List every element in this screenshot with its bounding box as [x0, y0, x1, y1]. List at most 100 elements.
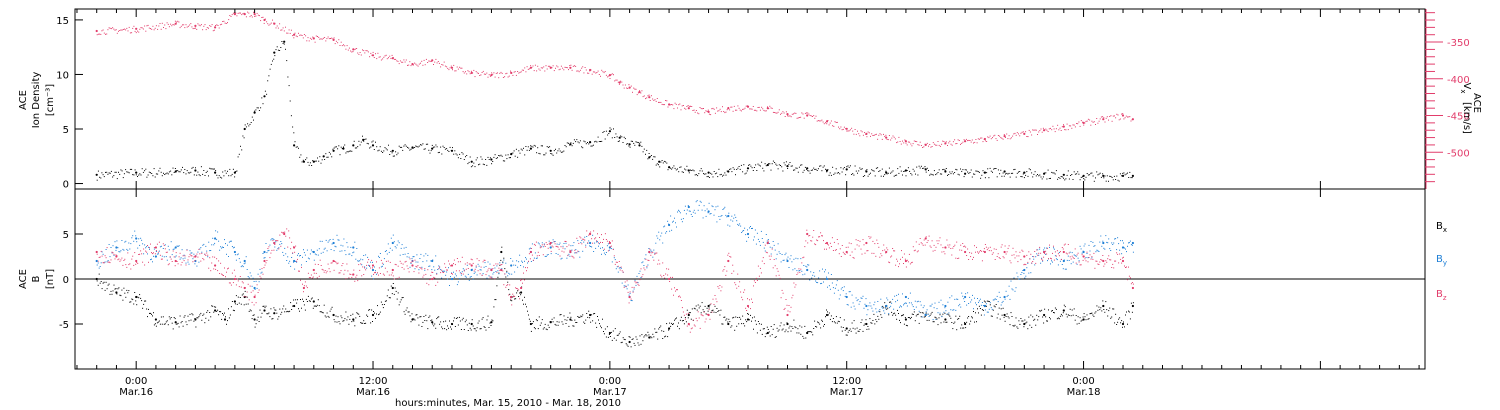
by-series-dot	[117, 247, 119, 249]
velocity-x-series-dot	[500, 71, 502, 73]
ion-density-series-dot	[492, 161, 494, 162]
bz-series-dot	[531, 254, 533, 256]
velocity-x-series-dot	[447, 67, 449, 69]
by-series-dot	[721, 215, 723, 216]
bz-series-dot	[575, 252, 577, 254]
by-series-dot	[98, 267, 100, 269]
bx-series-dot	[760, 323, 762, 325]
by-series-dot	[900, 305, 901, 307]
velocity-x-series-dot	[988, 137, 990, 139]
velocity-x-series-dot	[544, 70, 546, 72]
velocity-x-series-dot	[183, 24, 185, 26]
ion-density-series-dot	[922, 167, 924, 169]
top-right-label-units: [km/s]	[1461, 102, 1472, 134]
velocity-x-series-dot	[228, 19, 230, 21]
ion-density-series-dot	[114, 171, 116, 173]
by-series-dot	[119, 251, 121, 253]
by-series-dot	[515, 264, 517, 266]
by-series-dot	[348, 253, 350, 255]
by-series-dot	[174, 256, 176, 258]
velocity-x-series-dot	[1092, 121, 1094, 123]
velocity-x-series-dot	[857, 130, 858, 132]
by-series-dot	[96, 264, 98, 266]
bx-series-dot	[160, 316, 162, 318]
by-series-dot	[400, 247, 402, 249]
bz-series-dot	[740, 291, 742, 293]
ion-density-series-dot	[970, 169, 972, 171]
bx-series-dot	[386, 295, 388, 297]
bx-series-dot	[713, 311, 715, 313]
bx-series-dot	[973, 311, 974, 312]
velocity-x-series-dot	[632, 91, 633, 93]
bx-series-dot	[815, 326, 817, 327]
velocity-x-series-dot	[164, 24, 166, 26]
bx-series-dot	[282, 308, 284, 310]
bx-series-dot	[955, 315, 957, 317]
bz-series-dot	[528, 260, 529, 262]
velocity-x-series-dot	[289, 32, 291, 34]
bz-series-dot	[675, 290, 676, 292]
bz-series-dot	[206, 252, 208, 254]
by-series-dot	[442, 270, 444, 272]
bx-series-dot	[754, 320, 756, 322]
ion-density-series-dot	[622, 142, 624, 143]
velocity-x-series-dot	[314, 41, 316, 43]
ion-density-series-dot	[874, 175, 876, 177]
by-series-dot	[716, 221, 718, 223]
ion-density-series-dot	[301, 161, 303, 163]
bx-series-dot	[1057, 317, 1059, 319]
ion-density-series-dot	[383, 150, 385, 152]
ion-density-series-dot	[183, 172, 185, 174]
velocity-x-series-dot	[236, 15, 238, 17]
ion-density-series-dot	[730, 168, 732, 170]
bz-series-dot	[476, 258, 478, 260]
bz-series-dot	[805, 240, 807, 242]
ion-density-series-dot	[277, 49, 279, 51]
by-series-dot	[541, 242, 543, 244]
bx-series-dot	[1088, 318, 1090, 320]
by-series-dot	[963, 298, 965, 300]
by-series-dot	[693, 209, 695, 211]
bz-series-dot	[773, 259, 775, 260]
bx-series-dot	[455, 318, 457, 319]
by-series-dot	[299, 255, 300, 257]
ion-density-series-dot	[778, 164, 780, 166]
bx-series-dot	[336, 321, 338, 323]
velocity-x-series-dot	[1074, 126, 1076, 128]
bz-series-dot	[122, 264, 124, 266]
bx-series-dot	[141, 300, 143, 302]
velocity-x-series-dot	[707, 109, 709, 111]
bz-series-dot	[605, 239, 607, 240]
by-series-dot	[645, 254, 647, 256]
bx-series-dot	[1093, 315, 1095, 317]
by-series-dot	[213, 244, 215, 246]
bx-series-point	[391, 286, 394, 290]
bz-series-dot	[706, 313, 708, 315]
bz-series-dot	[377, 272, 378, 274]
bx-series-dot	[854, 328, 856, 330]
bx-series-dot	[176, 323, 178, 325]
by-series-dot	[388, 251, 390, 253]
bx-series-dot	[327, 315, 329, 317]
bx-series-dot	[124, 292, 126, 294]
velocity-x-series-dot	[425, 58, 427, 60]
velocity-x-series-dot	[714, 112, 716, 114]
bx-series-dot	[662, 338, 664, 339]
bx-series-dot	[516, 292, 518, 294]
ion-density-series-dot	[589, 142, 591, 144]
bx-series-dot	[480, 328, 482, 330]
velocity-x-series-dot	[769, 105, 771, 107]
bx-series-dot	[590, 321, 592, 323]
velocity-x-series-point	[885, 136, 888, 139]
bz-series-dot	[593, 230, 595, 232]
velocity-x-series-dot	[595, 72, 597, 74]
by-series-dot	[628, 294, 630, 296]
ion-density-series-dot	[943, 168, 945, 170]
by-series-dot	[849, 291, 851, 293]
by-series-dot	[699, 200, 701, 202]
ion-density-series-dot	[903, 171, 905, 172]
by-series-dot	[630, 300, 632, 301]
bx-series-dot	[260, 316, 262, 318]
velocity-x-series-dot	[994, 134, 996, 136]
velocity-x-series-dot	[409, 61, 411, 63]
